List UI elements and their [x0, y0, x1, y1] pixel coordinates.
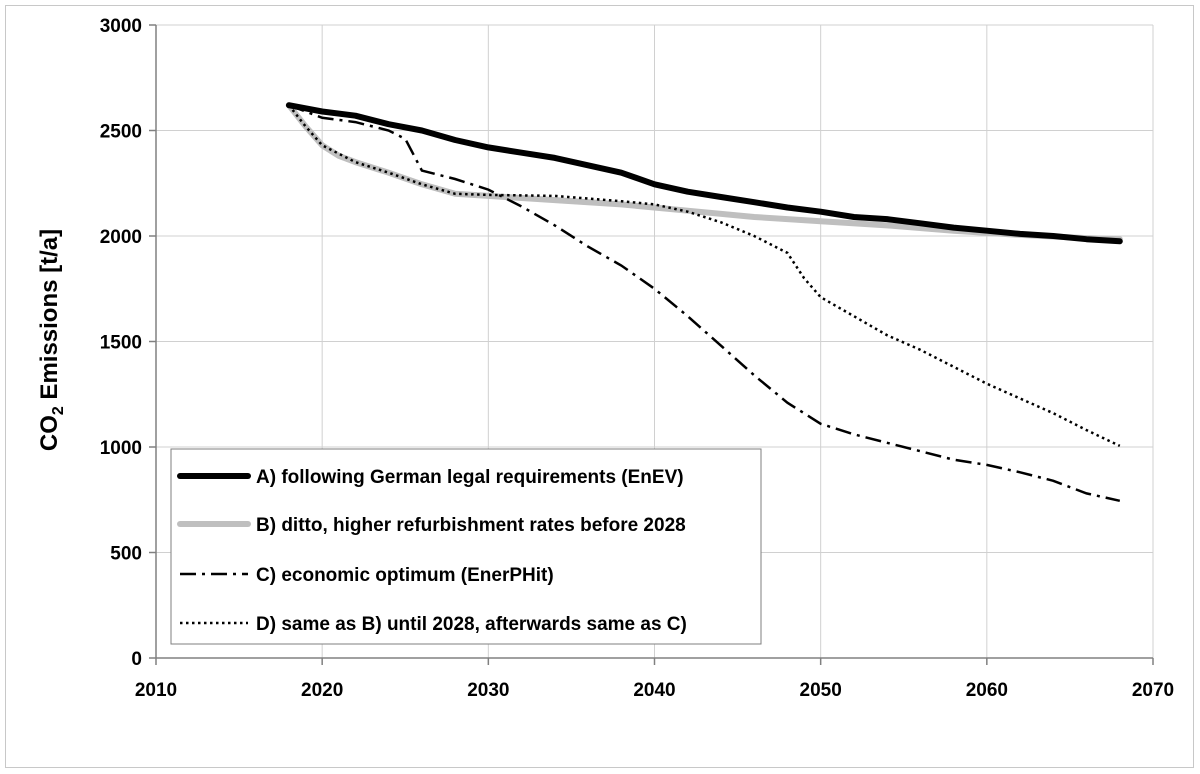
- x-tick-label: 2010: [135, 680, 177, 701]
- x-tick-label: 2050: [800, 680, 842, 701]
- x-tick-label: 2020: [301, 680, 343, 701]
- legend-box: [170, 448, 762, 645]
- y-tick-label: 2000: [100, 227, 142, 248]
- grid-lines: [156, 24, 1154, 658]
- legend-label-b: B) ditto, higher refurbishment rates bef…: [256, 515, 686, 536]
- y-axis-title-suffix: Emissions [t/a]: [36, 229, 63, 406]
- x-tick-label: 2030: [467, 680, 509, 701]
- y-tick-label: 3000: [100, 16, 142, 37]
- series-line-c: [288, 104, 1121, 503]
- legend-label-c: C) economic optimum (EnerPHit): [256, 565, 554, 586]
- legend-label-a: A) following German legal requirements (…: [256, 467, 684, 488]
- x-tick-label: 2060: [966, 680, 1008, 701]
- series-layer: [285, 102, 1123, 503]
- axes: [149, 24, 1154, 665]
- y-tick-label: 0: [131, 649, 142, 670]
- y-axis-title-prefix: CO: [36, 415, 63, 451]
- tick-labels: 0 500 1000 1500 2000 2500 3000 2010 2020 2030 2040…: [100, 16, 1174, 701]
- legend-label-d: D) same as B) until 2028, afterwards sam…: [256, 614, 687, 635]
- y-tick-label: 1000: [100, 438, 142, 459]
- series-line-a: [285, 102, 1123, 245]
- series-line-d: [287, 104, 1121, 448]
- x-tick-label: 2040: [633, 680, 675, 701]
- y-tick-label: 500: [110, 544, 142, 565]
- x-tick-label: 2070: [1132, 680, 1174, 701]
- y-axis-title: CO2 Emissions [t/a]: [36, 229, 67, 451]
- y-tick-label: 2500: [100, 122, 142, 143]
- series-line-b: [285, 102, 1123, 243]
- chart-frame: [5, 5, 1194, 768]
- y-tick-label: 1500: [100, 333, 142, 354]
- legend: A) following German legal requirements (…: [170, 448, 762, 645]
- y-axis-title-subscript: 2: [50, 406, 67, 415]
